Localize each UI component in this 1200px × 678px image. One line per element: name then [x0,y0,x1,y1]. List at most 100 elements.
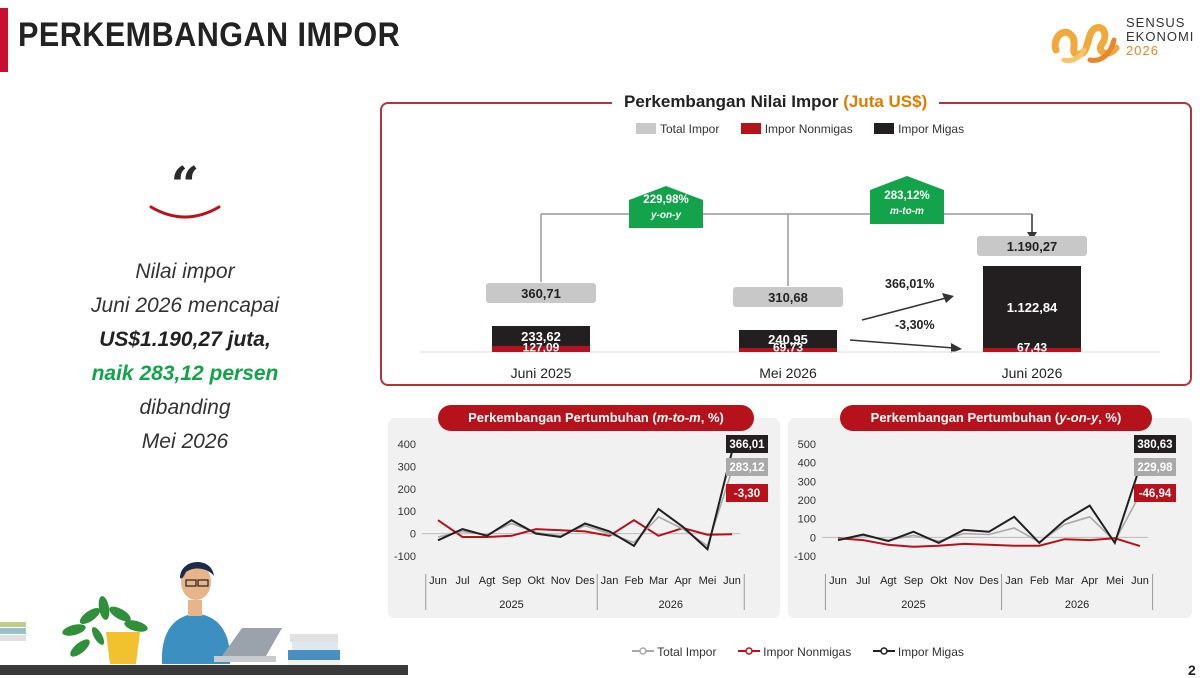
y-tick-label: -100 [394,551,416,563]
legend-item-migas: Impor Migas [874,122,964,136]
end-label-box [726,435,768,453]
title-part: Perkembangan Pertumbuhan ( [870,410,1060,425]
total-label: 310,68 [768,290,808,305]
quote-line-growth: naik 283,12 persen [91,362,279,385]
y-tick-label: 400 [798,458,816,470]
bar-nonmigas [983,348,1081,352]
yoy-chart-title: Perkembangan Pertumbuhan (y-on-y, %) [840,405,1152,431]
bar-nonmigas-label: 69,73 [773,341,803,355]
legend-line-migas [872,647,895,655]
x-tick-label: Jan [1005,575,1023,587]
x-tick-label: Okt [930,575,947,587]
end-label: 380,63 [1137,439,1172,451]
x-tick-label: Nov [551,575,571,587]
logo-text-year: 2026 [1126,43,1159,58]
x-tick-label: Sep [502,575,522,587]
year-label: 2025 [901,599,925,610]
quote-smile-icon [149,205,221,219]
x-tick-label: Jul [856,575,870,587]
logo-text-sensus: SENSUS [1126,15,1186,30]
year-label: 2026 [1065,599,1089,610]
logo-text-ekonomi: EKONOMI [1126,29,1195,44]
bar-migas [739,330,837,348]
bar-nonmigas-label: 67,43 [1017,341,1047,355]
x-tick-label: Mar [1055,575,1074,587]
main-chart-title: Perkembangan Nilai Impor (Juta US$) [612,92,940,112]
end-label: 366,01 [729,439,765,451]
x-tick-label: Nov [954,575,974,587]
y-tick-label: -100 [794,551,816,563]
legend-label: Total Impor [657,645,717,659]
legend-item-migas: Impor Migas [872,645,964,659]
main-chart-legend: Total Impor Impor Nonmigas Impor Migas [636,122,982,136]
legend-swatch-migas [874,123,895,134]
x-tick-label: Jul [455,575,469,587]
title-part: , %) [700,410,724,425]
bar-nonmigas [739,348,837,352]
x-tick-label: Feb [625,575,644,587]
x-tick-label: Mei [1106,575,1124,587]
category-label: Juni 2026 [1002,365,1063,381]
legend-item-nonmigas: Impor Nonmigas [737,645,852,659]
bar-migas-label: 240,95 [768,332,808,347]
office-worker-illustration [0,561,408,675]
y-tick-label: 200 [398,484,416,496]
total-box [977,236,1087,256]
x-tick-label: Des [979,575,999,587]
end-label: 229,98 [1137,462,1173,474]
mtm-chart-title: Perkembangan Pertumbuhan (m-to-m, %) [438,405,754,431]
yoy-chart-card [788,418,1192,618]
x-tick-label: Jun [429,575,447,587]
y-tick-label: 200 [798,495,816,507]
x-tick-label: Sep [904,575,924,587]
yoy-line-chart: -100 0 100 200 300 400 500 Jun Jul Agt Sep Okt Nov De… [794,435,1176,610]
page-number: 2 [1188,662,1196,678]
legend-item-total: Total Impor [636,122,719,136]
legend-swatch-nonmigas [740,123,761,134]
end-label-box [726,484,768,502]
bar-migas-label: 1.122,84 [1007,300,1058,315]
main-bar-chart: 229,98% y-on-y 283,12% m-to-m 366,01% -3… [420,176,1160,381]
quote-block: “ Nilai impor Juni 2026 mencapai US$1.19… [60,160,310,459]
title-part: m-to-m [656,410,701,425]
y-tick-label: 0 [410,529,416,541]
total-label: 1.190,27 [1007,239,1058,254]
badge-yoy-label: y-on-y [650,210,681,221]
quote-line-value: US$1.190,27 juta, [99,328,271,351]
x-tick-label: Jun [1131,575,1149,587]
year-label: 2025 [499,599,523,610]
category-label: Mei 2026 [759,365,817,381]
sensus-ekonomi-logo: SENSUS EKONOMI 2026 [1050,10,1200,70]
main-chart-title-text: Perkembangan Nilai Impor [624,92,844,111]
quote-line: dibanding [139,396,231,419]
main-chart-title-unit: (Juta US$) [843,92,928,111]
y-tick-label: 0 [810,532,816,544]
badge-yoy-value: 229,98% [643,194,688,206]
quote-line: Juni 2026 mencapai [91,294,279,317]
legend-line-total [632,647,654,655]
y-tick-label: 100 [398,506,416,518]
y-tick-label: 500 [798,439,816,451]
x-tick-label: Des [575,575,595,587]
badge-mtm: 283,12% m-to-m [870,176,944,224]
comparison-connectors [540,213,1037,286]
y-tick-label: 400 [398,439,416,451]
bar-migas [983,266,1081,348]
y-tick-label: 100 [798,514,816,526]
legend-label: Impor Nonmigas [763,645,852,659]
growth-chart-legend: Total Impor Impor Nonmigas Impor Migas [632,645,982,659]
legend-label: Impor Migas [897,645,964,659]
end-label: -46,94 [1139,488,1172,500]
y-tick-label: 300 [798,476,816,488]
end-label-box [1134,435,1176,453]
total-label: 360,71 [521,286,561,301]
end-label-box [726,458,768,476]
bar-migas [492,326,590,346]
end-label: 283,12 [729,462,764,474]
x-tick-label: Jun [723,575,741,587]
quote-line: Mei 2026 [141,430,229,453]
arrow-migas-label: 366,01% [885,277,934,291]
category-label: Juni 2025 [511,365,572,381]
badge-yoy: 229,98% y-on-y [629,186,703,228]
title-part: Perkembangan Pertumbuhan ( [468,410,657,425]
